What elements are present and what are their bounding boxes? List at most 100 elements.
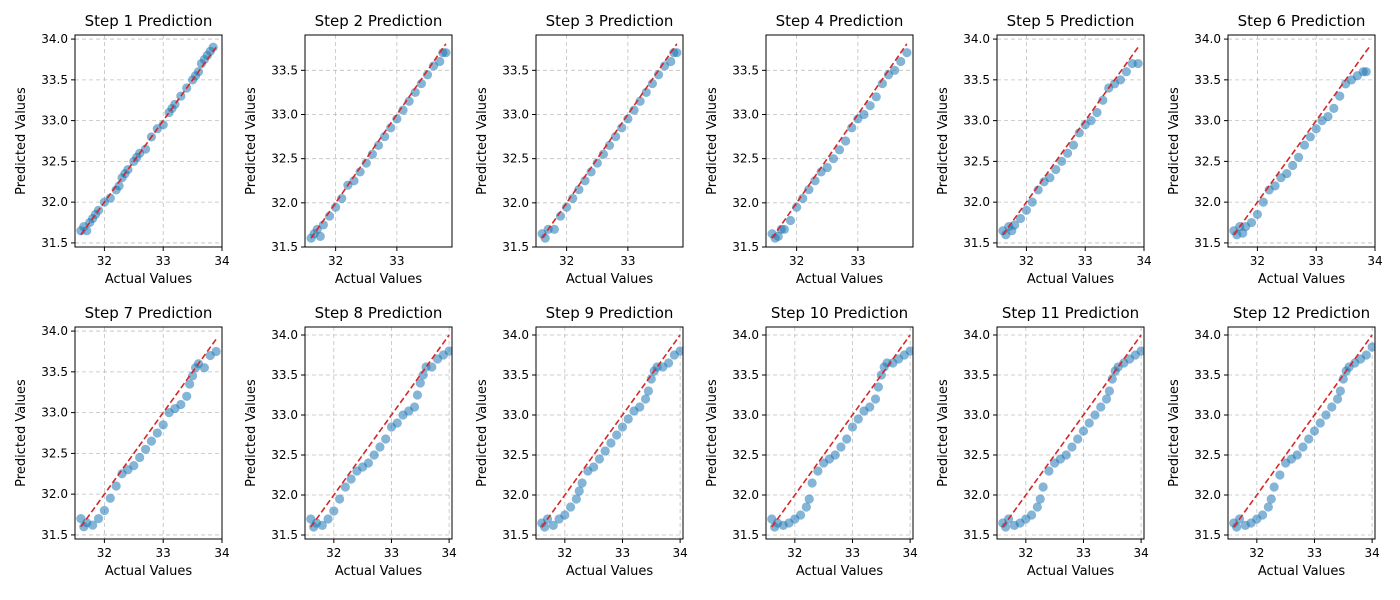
y-tick-label: 33.0 [41, 406, 68, 420]
y-axis-label: Predicted Values [1167, 87, 1182, 195]
x-tick-label: 33 [615, 546, 630, 560]
data-point [363, 458, 374, 468]
x-tick-label: 32 [328, 254, 343, 268]
data-point [905, 346, 913, 356]
x-tick-label: 33 [850, 254, 865, 268]
y-tick-label: 33.5 [502, 63, 529, 77]
y-tick-label: 33.0 [271, 108, 298, 122]
x-tick-label: 33 [156, 254, 171, 268]
data-point [1051, 164, 1061, 175]
data-point [412, 390, 423, 400]
y-tick-label: 32.5 [963, 154, 990, 168]
data-point [329, 506, 339, 516]
data-point [1090, 410, 1100, 420]
y-tick-label: 32.5 [41, 446, 68, 460]
data-point [1321, 410, 1331, 420]
subplot-title: Step 8 Prediction [315, 304, 443, 322]
y-tick-label: 31.5 [963, 236, 990, 250]
y-tick-label: 33.5 [1194, 368, 1221, 382]
y-tick-label: 31.5 [41, 236, 68, 250]
data-point [82, 226, 92, 236]
scatter-points [1229, 67, 1371, 240]
y-tick-label: 31.5 [502, 240, 529, 254]
data-point [859, 109, 869, 120]
y-tick-label: 34.0 [1194, 328, 1221, 342]
data-point [623, 414, 633, 424]
y-tick-label: 34.0 [502, 328, 529, 342]
subplot-title: Step 5 Prediction [1007, 12, 1135, 30]
data-point [847, 422, 858, 432]
data-point [418, 370, 428, 380]
data-point [381, 434, 391, 444]
data-point [199, 363, 209, 373]
y-tick-label: 31.5 [732, 240, 759, 254]
scatter-points [767, 346, 913, 532]
data-point [1338, 374, 1348, 384]
y-tick-label: 32.0 [41, 195, 68, 209]
data-point [1001, 522, 1011, 532]
subplot-step-8: 32 33 34 31.5 32.0 32.5 33.0 33.5 34.0 Step 8 Pre… [244, 304, 457, 579]
x-tick-label: 32 [1249, 546, 1264, 560]
y-tick-label: 33.0 [502, 108, 529, 122]
x-axis-label: Actual Values [566, 564, 654, 579]
data-point [574, 486, 584, 496]
data-point [1258, 197, 1268, 207]
data-point [1084, 418, 1094, 428]
x-tick-label: 32 [1250, 254, 1265, 268]
scatter-points [537, 346, 683, 532]
scatter-points [306, 346, 452, 532]
y-tick-label: 31.5 [271, 240, 298, 254]
data-point [1323, 111, 1333, 122]
x-tick-label: 34 [1367, 254, 1382, 268]
data-point [1269, 482, 1279, 492]
data-point [1026, 510, 1037, 520]
x-tick-label: 34 [441, 546, 456, 560]
y-tick-label: 33.5 [963, 368, 990, 382]
data-point [340, 482, 350, 492]
data-point [773, 231, 783, 241]
data-point [646, 374, 656, 384]
data-point [441, 48, 451, 58]
data-point [1121, 67, 1131, 77]
subplot-step-3: 32 33 31.5 32.0 32.5 33.0 33.5 Step 3 Predictio… [475, 12, 684, 287]
data-point [1074, 128, 1084, 138]
data-point [99, 505, 109, 516]
y-axis-label: Predicted Values [244, 379, 259, 487]
data-point [373, 140, 384, 151]
y-tick-label: 32.0 [1194, 195, 1221, 209]
y-tick-label: 33.0 [1194, 114, 1221, 128]
y-axis-label: Predicted Values [936, 379, 951, 487]
data-point [1045, 173, 1055, 183]
subplot-step-1: 32 33 34 31.5 32.0 32.5 33.0 33.5 34.0 Step 1 Pre… [14, 12, 230, 287]
x-tick-label: 32 [326, 546, 341, 560]
data-point [804, 184, 814, 195]
y-tick-label: 34.0 [41, 32, 68, 46]
x-axis-label: Actual Values [335, 564, 423, 579]
data-point [842, 434, 852, 444]
data-point [873, 382, 884, 392]
data-point [548, 520, 558, 531]
subplot-title: Step 2 Prediction [315, 12, 443, 30]
data-point [1086, 116, 1096, 126]
data-point [1315, 418, 1325, 428]
subplot-step-12: 32 33 34 31.5 32.0 32.5 33.0 33.5 34.0 Step 12 Pr… [1167, 304, 1380, 579]
data-point [129, 461, 139, 471]
data-point [830, 450, 840, 460]
data-point [404, 96, 414, 106]
ideal-line [80, 338, 217, 528]
subplot-title: Step 1 Prediction [85, 12, 213, 30]
data-point [890, 65, 900, 75]
y-axis-label: Predicted Values [1167, 379, 1182, 487]
y-tick-label: 32.5 [732, 448, 759, 462]
data-point [1096, 402, 1106, 412]
x-tick-label: 33 [1309, 254, 1324, 268]
data-point [415, 378, 425, 388]
ideal-line [541, 334, 681, 528]
data-point [641, 87, 651, 98]
y-tick-label: 34.0 [732, 328, 759, 342]
y-tick-label: 32.0 [732, 488, 759, 502]
y-tick-label: 33.5 [41, 73, 68, 87]
data-point [672, 48, 682, 58]
y-tick-label: 33.5 [502, 368, 529, 382]
